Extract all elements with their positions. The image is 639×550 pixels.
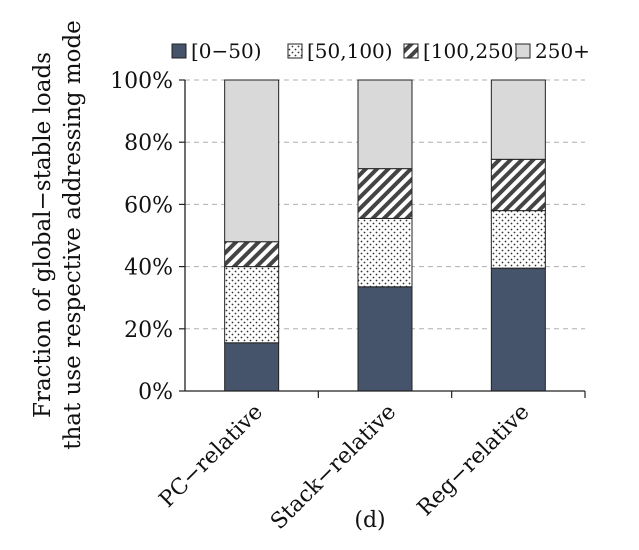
chart-caption: (d) [354, 508, 385, 533]
bar-segment [357, 286, 413, 392]
bar-segment [224, 241, 280, 268]
x-tick-label: PC−relative [155, 400, 268, 513]
bar-segment [224, 266, 280, 344]
bar-segment [357, 79, 413, 170]
legend-swatch [403, 43, 419, 59]
bar-segment [490, 158, 546, 212]
bar-segment [490, 267, 546, 392]
y-tick-label: 40% [124, 256, 173, 281]
x-tick-label: Reg−relative [413, 400, 535, 522]
bar-segment [490, 210, 546, 269]
y-axis-title-line-2: that use respective addressing mode [60, 20, 86, 450]
bar-segment [224, 342, 280, 392]
legend-label: [0−50) [191, 39, 262, 63]
legend-label: 250+ [535, 39, 590, 63]
y-tick-label: 20% [124, 318, 173, 343]
bar-segment [224, 79, 280, 243]
bars [224, 79, 546, 392]
legend-swatch [515, 43, 531, 59]
y-tick-label: 80% [124, 131, 173, 156]
y-tick-label: 0% [138, 380, 173, 405]
bar-segment [357, 217, 413, 288]
legend: [0−50) [50,100) [100,250) 250+ [171, 39, 590, 63]
bar-segment [490, 79, 546, 160]
y-axis-title-line-1: Fraction of global−stable loads [30, 52, 56, 418]
bar-segment [357, 168, 413, 219]
legend-swatch [287, 43, 303, 59]
legend-swatch [171, 43, 187, 59]
y-tick-label: 60% [124, 193, 173, 218]
legend-label: [50,100) [307, 39, 393, 63]
y-tick-label: 100% [110, 69, 173, 94]
legend-label: [100,250) [423, 39, 521, 63]
